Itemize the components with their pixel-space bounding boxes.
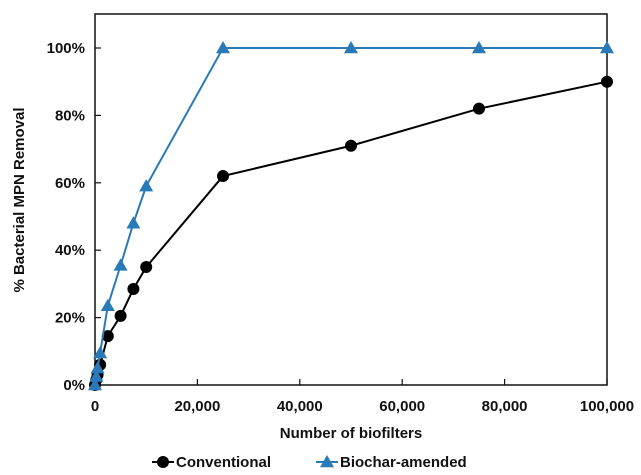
x-tick-label: 0: [91, 398, 99, 415]
legend-label: Biochar-amended: [340, 454, 467, 471]
data-point: [114, 309, 127, 322]
series-conventional: [89, 75, 613, 391]
legend-marker: [157, 456, 169, 468]
y-tick-label: 0%: [63, 377, 85, 394]
data-point: [89, 369, 104, 382]
y-tick-label: 80%: [55, 107, 85, 124]
legend-item: Biochar-amended: [316, 454, 467, 471]
x-tick-label: 40,000: [277, 398, 323, 415]
y-axis-ticks: 0% 20% 40% 60% 80% 100%: [47, 40, 101, 394]
data-point: [101, 330, 114, 343]
data-point: [345, 139, 357, 152]
legend-item: Conventional: [152, 454, 271, 471]
series-line: [94, 80, 608, 386]
x-tick-label: 20,000: [174, 398, 220, 415]
data-point: [601, 75, 613, 88]
data-point: [126, 216, 141, 229]
x-tick-label: 60,000: [379, 398, 425, 415]
data-point: [113, 258, 128, 271]
legend-label: Conventional: [176, 454, 271, 471]
data-point: [472, 41, 486, 54]
y-axis-title: % Bacterial MPN Removal: [11, 107, 28, 292]
data-point: [90, 361, 105, 374]
data-point: [139, 179, 154, 192]
x-tick-label: 80,000: [482, 398, 528, 415]
x-axis-title: Number of biofilters: [280, 425, 423, 442]
x-axis-ticks: 0 20,000 40,000 60,000 80,000 100,000: [91, 379, 634, 415]
data-point: [473, 102, 485, 115]
y-tick-label: 60%: [55, 175, 85, 192]
legend: Conventional Biochar-amended: [152, 454, 467, 471]
data-point: [140, 261, 153, 274]
y-tick-label: 100%: [47, 40, 85, 57]
data-point: [600, 41, 614, 54]
data-point: [216, 41, 230, 54]
x-tick-label: 100,000: [580, 398, 634, 415]
data-point: [127, 282, 140, 295]
legend-marker: [320, 455, 334, 468]
data-point: [93, 345, 108, 359]
y-tick-label: 20%: [55, 310, 85, 327]
plot-frame: [94, 13, 608, 386]
y-tick-label: 40%: [55, 242, 85, 259]
series-layer: [88, 41, 614, 391]
data-point: [217, 170, 229, 183]
data-point: [344, 41, 358, 54]
data-point: [100, 298, 115, 312]
data-point: [88, 378, 102, 391]
series-biochar-amended: [88, 41, 614, 391]
